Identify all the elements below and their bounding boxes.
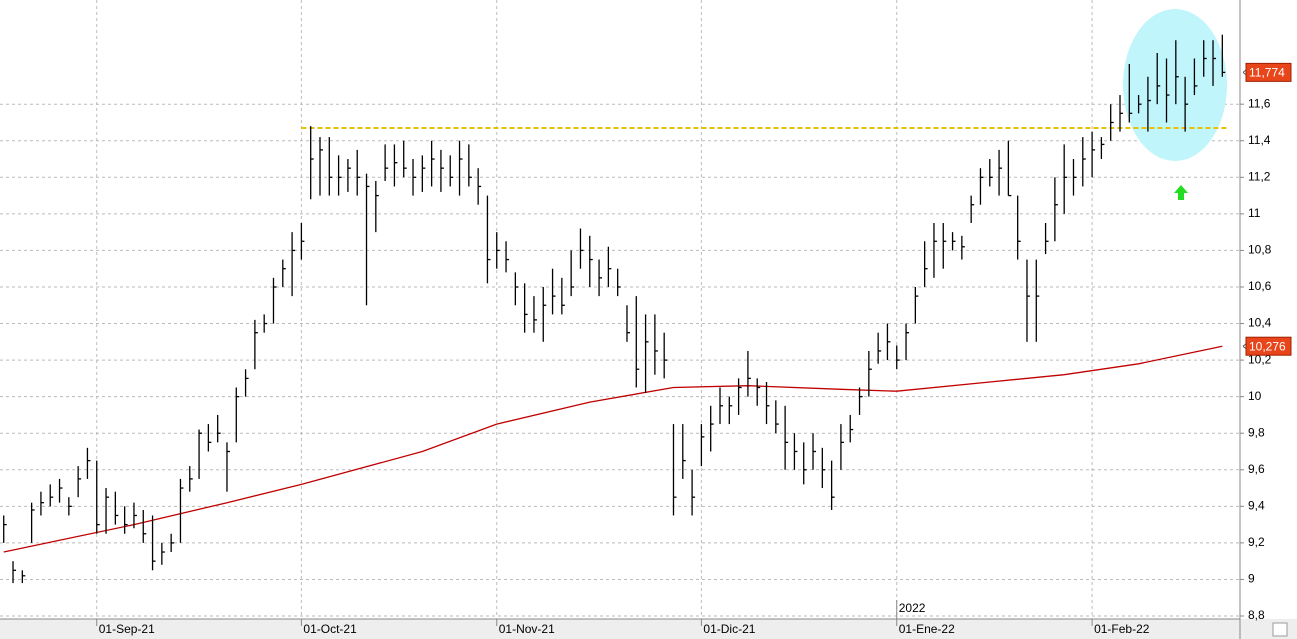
y-tick-label: 9,2 [1248,535,1265,549]
x-tick-label: 01-Feb-22 [1094,622,1150,636]
corner-icon [1272,622,1288,637]
x-tick-label: 01-Nov-21 [499,622,555,636]
y-tick-label: 10,8 [1248,243,1272,257]
x-tick-label: 01-Dic-21 [703,622,755,636]
ma-last-box [1245,336,1292,356]
y-tick-label: 9,6 [1248,462,1265,476]
last-price-box [1245,62,1292,82]
last-price-label: 11,774 [1249,66,1285,80]
y-tick-label: 10,6 [1248,279,1272,293]
ma-last-label: 10,276 [1249,339,1286,353]
y-tick-label: 9,8 [1248,425,1265,439]
y-tick-label: 11,2 [1248,169,1271,183]
y-tick-label: 10,4 [1248,316,1272,330]
year-label: 2022 [899,601,926,615]
y-tick-label: 9,4 [1248,498,1265,512]
y-tick-label: 11,6 [1248,96,1271,110]
y-tick-label: 10 [1248,389,1262,403]
x-tick-label: 01-Sep-21 [99,622,155,636]
up-arrow [1174,185,1188,200]
y-tick-label: 11,4 [1248,133,1271,147]
moving-average [3,345,1223,553]
y-tick-label: 11 [1248,206,1261,220]
y-tick-label: 9 [1248,572,1255,586]
x-tick-label: 01-Oct-21 [303,622,357,636]
highlight-ellipse [1123,9,1227,161]
x-axis-strip [0,619,1297,639]
x-tick-label: 01-Ene-22 [899,622,955,636]
y-tick-label: 10,2 [1248,352,1272,366]
y-tick-label: 8,8 [1248,608,1265,622]
